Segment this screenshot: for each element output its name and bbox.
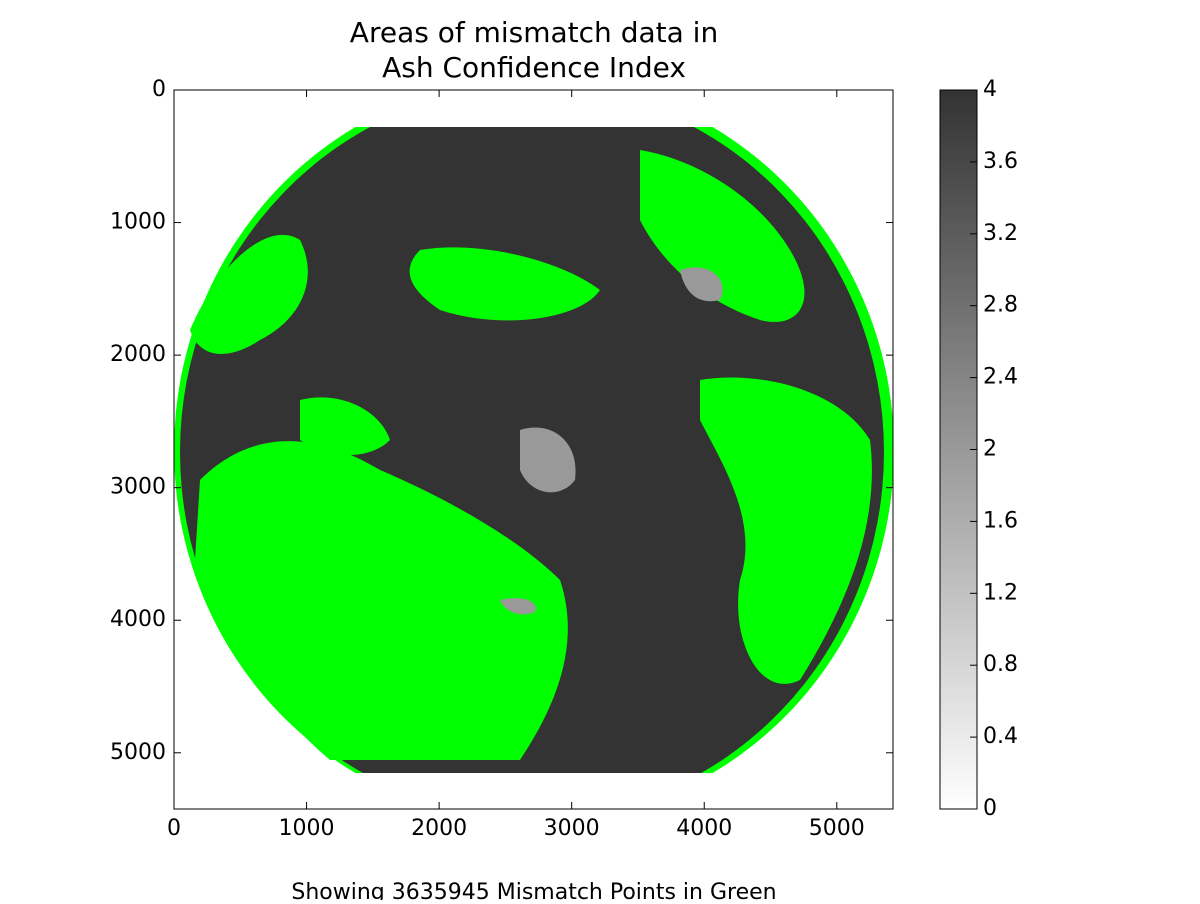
y-tick-label: 5000: [110, 740, 166, 765]
mismatch-area: [300, 397, 390, 455]
colorbar-tick-label: 0.8: [983, 652, 1018, 677]
colorbar-tick-label: 2.8: [983, 293, 1018, 318]
y-tick-label: 0: [152, 77, 166, 102]
x-tick-label: 5000: [809, 816, 865, 841]
image: [174, 127, 893, 773]
colorbar-tick-label: 3.6: [983, 149, 1018, 174]
mismatch-area: [195, 441, 568, 760]
x-axis-label: Showing 3635945 Mismatch Points in Green: [291, 880, 776, 900]
x-tick-label: 4000: [676, 816, 732, 841]
ash-area: [500, 598, 536, 615]
colorbar-tick-label: 0: [983, 796, 997, 821]
x-tick-label: 0: [167, 816, 181, 841]
mismatch-area: [409, 247, 600, 321]
colorbar-tick-label: 2.4: [983, 365, 1018, 390]
colorbar-tick-label: 2: [983, 437, 997, 462]
y-tick-label: 3000: [110, 475, 166, 500]
colorbar-tick-label: 1.6: [983, 508, 1018, 533]
x-tick-label: 2000: [411, 816, 467, 841]
colorbar-tick-label: 4: [983, 77, 997, 102]
y-tick-label: 4000: [110, 607, 166, 632]
y-tick-label: 2000: [110, 342, 166, 367]
x-tick-label: 1000: [279, 816, 335, 841]
mismatch-area: [190, 234, 308, 354]
y-tick-label: 1000: [110, 210, 166, 235]
axes-frame: [173, 89, 894, 810]
x-tick-label: 3000: [544, 816, 600, 841]
mismatch-area: [700, 377, 872, 684]
colorbar-tick-label: 0.4: [983, 724, 1018, 749]
ash-area: [680, 267, 723, 302]
colorbar-tick-label: 1.2: [983, 580, 1018, 605]
ash-area: [520, 427, 576, 493]
colorbar-tick-label: 3.2: [983, 221, 1018, 246]
mismatch-area: [640, 150, 805, 322]
chart-title: Areas of mismatch data in Ash Confidence …: [350, 16, 718, 84]
